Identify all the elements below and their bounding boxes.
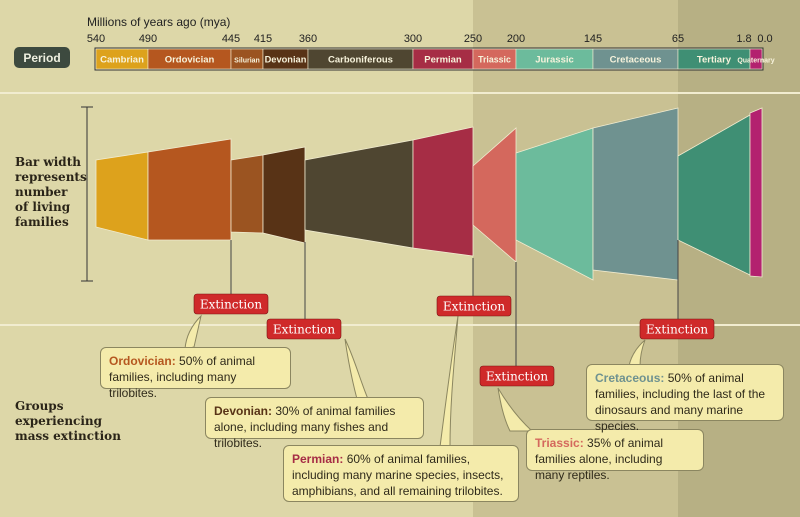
bar-quaternary: [749, 107, 763, 278]
tick-360: 360: [299, 33, 317, 45]
period-label-silurian: Silurian: [234, 58, 260, 65]
groups-label-line: Groups: [15, 399, 64, 413]
bar-jurassic: [515, 127, 594, 281]
tick-65: 65: [672, 33, 684, 45]
period-tertiary: Tertiary: [677, 48, 751, 70]
period-label-devonian: Devonian: [265, 55, 307, 65]
bar-ordovician: [147, 138, 232, 241]
tick-490: 490: [139, 33, 157, 45]
callout-tails: [184, 314, 646, 448]
period-label-triassic: Triassic: [478, 55, 511, 65]
extinction-badge-box: [639, 318, 715, 340]
period-bar-outline: [94, 47, 764, 71]
extinction-badge-box: [479, 365, 555, 387]
extinction-badge-permian: Extinction: [436, 295, 512, 317]
extinction-badge-triassic: Extinction: [479, 365, 555, 387]
tick-540: 540: [87, 33, 105, 45]
note-cretaceous: Cretaceous: 50% of animal families, incl…: [586, 364, 784, 433]
bar-cretaceous: [592, 107, 679, 281]
groups-label-line: mass extinction: [15, 429, 121, 443]
period-label: Period: [23, 51, 60, 65]
period-jurassic: Jurassic: [515, 48, 594, 70]
note-cretaceous-text: 50% of animal families, including the la…: [595, 371, 766, 433]
tick-415: 415: [254, 33, 272, 45]
family-bars: [95, 107, 763, 281]
period-label-quaternary: Quaternary: [737, 58, 774, 65]
tick-300: 300: [404, 33, 422, 45]
period-ordovician: Ordovician: [147, 48, 232, 70]
note-ordovician: Ordovician: 50% of animal families, incl…: [100, 347, 291, 400]
tick-145: 145: [584, 33, 602, 45]
extinction-badge-label: Extinction: [273, 323, 336, 337]
note-triassic: Triassic: 35% of animal families alone, …: [526, 429, 704, 482]
extinction-badge-cretaceous: Extinction: [639, 318, 715, 340]
note-permian-group: Permian: [292, 452, 340, 466]
bar-permian: [412, 126, 474, 257]
note-ordovician-group: Ordovician: [109, 354, 172, 368]
period-silurian: Silurian: [230, 48, 264, 70]
bar-width-label-line: number: [15, 185, 68, 199]
period-cretaceous: Cretaceous: [592, 48, 679, 70]
extinction-badge-label: Extinction: [646, 323, 709, 337]
period-label-ordovician: Ordovician: [165, 55, 215, 66]
groups-label-line: experiencing: [15, 414, 103, 428]
extinction-badge-label: Extinction: [486, 370, 549, 384]
note-devonian: Devonian: 30% of animal families alone, …: [205, 397, 424, 450]
note-ordovician-text: 50% of animal families, including many t…: [109, 354, 256, 400]
timeline-title: Millions of years ago (mya): [87, 15, 230, 29]
note-permian-text: 60% of animal families, including many m…: [292, 452, 504, 498]
extinction-badge-label: Extinction: [200, 298, 263, 312]
note-devonian-text: 30% of animal families alone, including …: [214, 404, 396, 450]
connector-lines: [230, 240, 679, 367]
period-devonian: Devonian: [262, 48, 309, 70]
bar-cambrian: [95, 151, 149, 241]
extinction-badge-box: [193, 293, 269, 315]
note-triassic-group: Triassic: [535, 436, 580, 450]
period-segment-quaternary: [749, 48, 763, 70]
bar-width-label-line: of living: [15, 200, 71, 214]
period-label-jurassic: Jurassic: [535, 55, 574, 66]
bar-width-label-line: represents: [15, 170, 87, 184]
note-permian: Permian: 60% of animal families, includi…: [283, 445, 519, 502]
extinction-badge-ordovician: Extinction: [193, 293, 269, 315]
period-label-cretaceous: Cretaceous: [610, 55, 662, 66]
extinction-badges: Extinction Extinction Extinction Extinction…: [193, 293, 715, 387]
period-badge: [14, 47, 70, 68]
tick-labels: 540 490 445 415 360 300 250 200 145 65 1.8 0.0: [87, 33, 773, 45]
period-cambrian: Cambrian: [95, 48, 149, 70]
period-bar: Cambrian Ordovician Silurian Devonian Carbon…: [94, 47, 775, 71]
tick-0-0: 0.0: [757, 33, 772, 45]
tick-200: 200: [507, 33, 525, 45]
bar-width-label-line: families: [15, 215, 69, 229]
extinction-badge-box: [436, 295, 512, 317]
tick-250: 250: [464, 33, 482, 45]
period-carboniferous: Carboniferous: [307, 48, 414, 70]
period-label-cambrian: Cambrian: [100, 55, 144, 66]
bar-width-label-line: Bar width: [15, 155, 81, 169]
tick-445: 445: [222, 33, 240, 45]
note-cretaceous-group: Cretaceous: [595, 371, 661, 385]
extinction-badge-label: Extinction: [443, 300, 506, 314]
period-permian: Permian: [412, 48, 474, 70]
period-triassic: Triassic: [472, 48, 517, 70]
tail-ordovician: [184, 314, 202, 350]
period-quaternary: Quaternary: [737, 48, 775, 70]
bar-silurian: [230, 154, 264, 234]
extinction-badge-devonian: Extinction: [266, 318, 342, 340]
extinction-badge-box: [266, 318, 342, 340]
bar-devonian: [262, 146, 306, 244]
tick-1-8: 1.8: [736, 33, 751, 45]
period-label-permian: Permian: [424, 55, 462, 66]
note-devonian-group: Devonian: [214, 404, 269, 418]
note-triassic-text: 35% of animal families alone, including …: [535, 436, 664, 482]
period-label-carboniferous: Carboniferous: [328, 55, 393, 66]
tail-triassic: [497, 387, 534, 432]
period-label-tertiary: Tertiary: [697, 55, 732, 66]
